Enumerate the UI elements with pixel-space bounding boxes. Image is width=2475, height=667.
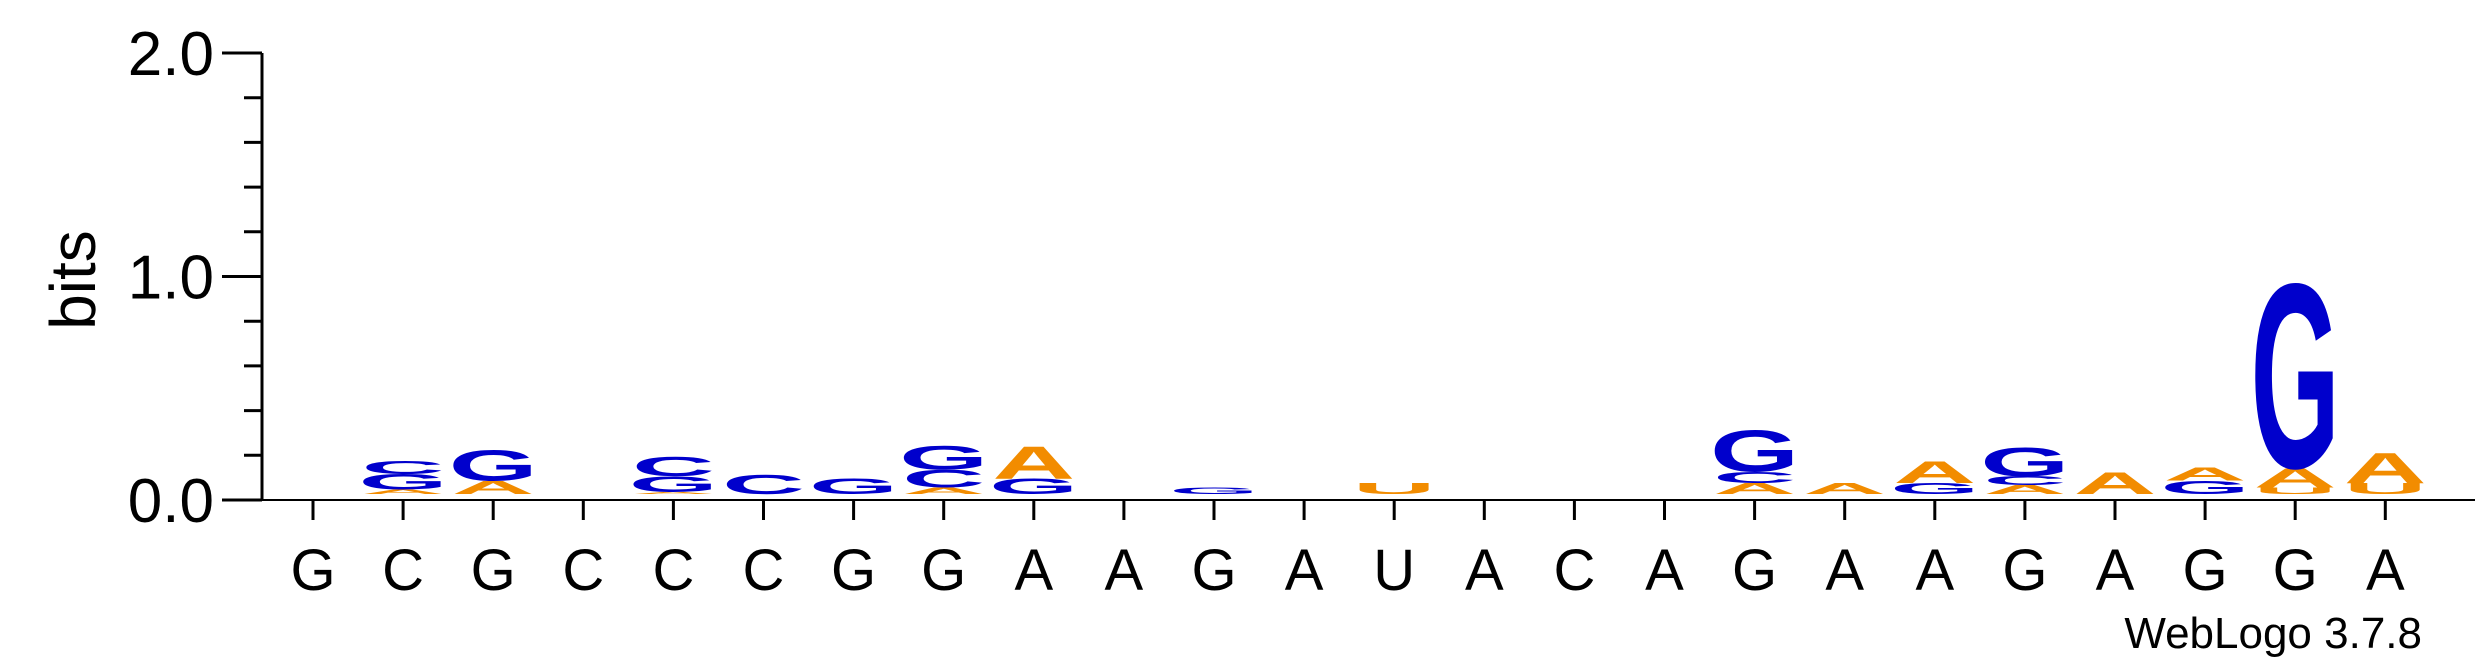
x-tick-label: A bbox=[1105, 538, 1144, 603]
logo-letter-G: G bbox=[358, 470, 447, 494]
x-tick-label: C bbox=[382, 538, 424, 603]
logo-letter-G: G bbox=[1890, 480, 1979, 497]
x-tick-label: G bbox=[290, 538, 335, 603]
logo-letter-U: U bbox=[2254, 486, 2337, 496]
logo-letter-A: A bbox=[2164, 464, 2247, 485]
logo-letter-A: A bbox=[452, 477, 535, 498]
axes bbox=[260, 53, 2475, 501]
x-tick-label: A bbox=[1285, 538, 1324, 603]
logo-letter-G: G bbox=[449, 442, 538, 491]
y-axis-label: bits bbox=[37, 230, 109, 330]
x-tick-label: A bbox=[2366, 538, 2405, 603]
x-tick-label: G bbox=[831, 538, 876, 603]
x-tick-label: G bbox=[1732, 538, 1777, 603]
logo-letter-A: A bbox=[632, 491, 715, 494]
x-tick-label: U bbox=[1373, 538, 1415, 603]
logo-letter-A: A bbox=[362, 488, 445, 495]
logo-letter-A: A bbox=[992, 436, 1075, 488]
logo-letter-G: G bbox=[2160, 477, 2249, 498]
x-tick-label: C bbox=[743, 538, 785, 603]
x-tick-label: C bbox=[562, 538, 604, 603]
logo-letter-A: A bbox=[2074, 466, 2157, 501]
logo-letter-A: A bbox=[2344, 444, 2427, 493]
logo-letter-G: G bbox=[1710, 419, 1799, 485]
y-tick-label: 2.0 bbox=[128, 20, 214, 89]
logo-letter-C: C bbox=[1983, 474, 2066, 488]
y-tick-label: 0.0 bbox=[128, 467, 214, 536]
logo-letter-C: C bbox=[362, 457, 445, 478]
logo-letter-U: U bbox=[2344, 480, 2427, 497]
logo-letter-G: G bbox=[1980, 440, 2069, 485]
x-tick-label: G bbox=[2273, 538, 2318, 603]
logo-letter-G: G bbox=[629, 472, 718, 496]
logo-letter-U: U bbox=[1353, 480, 1436, 497]
x-tick-label: G bbox=[2002, 538, 2047, 603]
y-tick-label: 1.0 bbox=[128, 244, 214, 313]
y-ticks: 0.0 1.0 2.0 bbox=[128, 20, 262, 536]
x-tick-label: C bbox=[1553, 538, 1595, 603]
logo-letter-A: A bbox=[2254, 462, 2337, 493]
x-tick-label: A bbox=[1645, 538, 1684, 603]
logo-letter-G: G bbox=[989, 475, 1078, 499]
x-tick-label: A bbox=[1915, 538, 1954, 603]
x-tick-label: G bbox=[471, 538, 516, 603]
logo-letter-A: A bbox=[902, 486, 985, 496]
logo-letter-C: C bbox=[722, 469, 805, 500]
logo-letter-G: G bbox=[899, 438, 988, 476]
x-tick-label: G bbox=[1191, 538, 1236, 603]
x-tick-label: C bbox=[652, 538, 694, 603]
logo-letter-C: C bbox=[1713, 469, 1796, 486]
logo-letter-A: A bbox=[1983, 483, 2066, 497]
logo-letter-A: A bbox=[1713, 480, 1796, 497]
logo-letter-C: C bbox=[902, 465, 985, 493]
weblogo-credit: WebLogo 3.7.8 bbox=[2124, 609, 2422, 658]
x-tick-label: G bbox=[921, 538, 966, 603]
x-tick-label: A bbox=[2096, 538, 2135, 603]
logo-letter-C: C bbox=[632, 451, 715, 482]
logo-letter-A: A bbox=[1893, 455, 1976, 490]
logo-letter-G: G bbox=[809, 475, 898, 499]
x-tick-label: A bbox=[1465, 538, 1504, 603]
logo-letter-G: G bbox=[2251, 230, 2340, 524]
x-tick-label: G bbox=[2183, 538, 2228, 603]
x-tick-label: A bbox=[1014, 538, 1053, 603]
x-tick-label: A bbox=[1825, 538, 1864, 603]
logo-letter-G: G bbox=[1169, 486, 1258, 496]
logo-letter-A: A bbox=[1803, 480, 1886, 497]
